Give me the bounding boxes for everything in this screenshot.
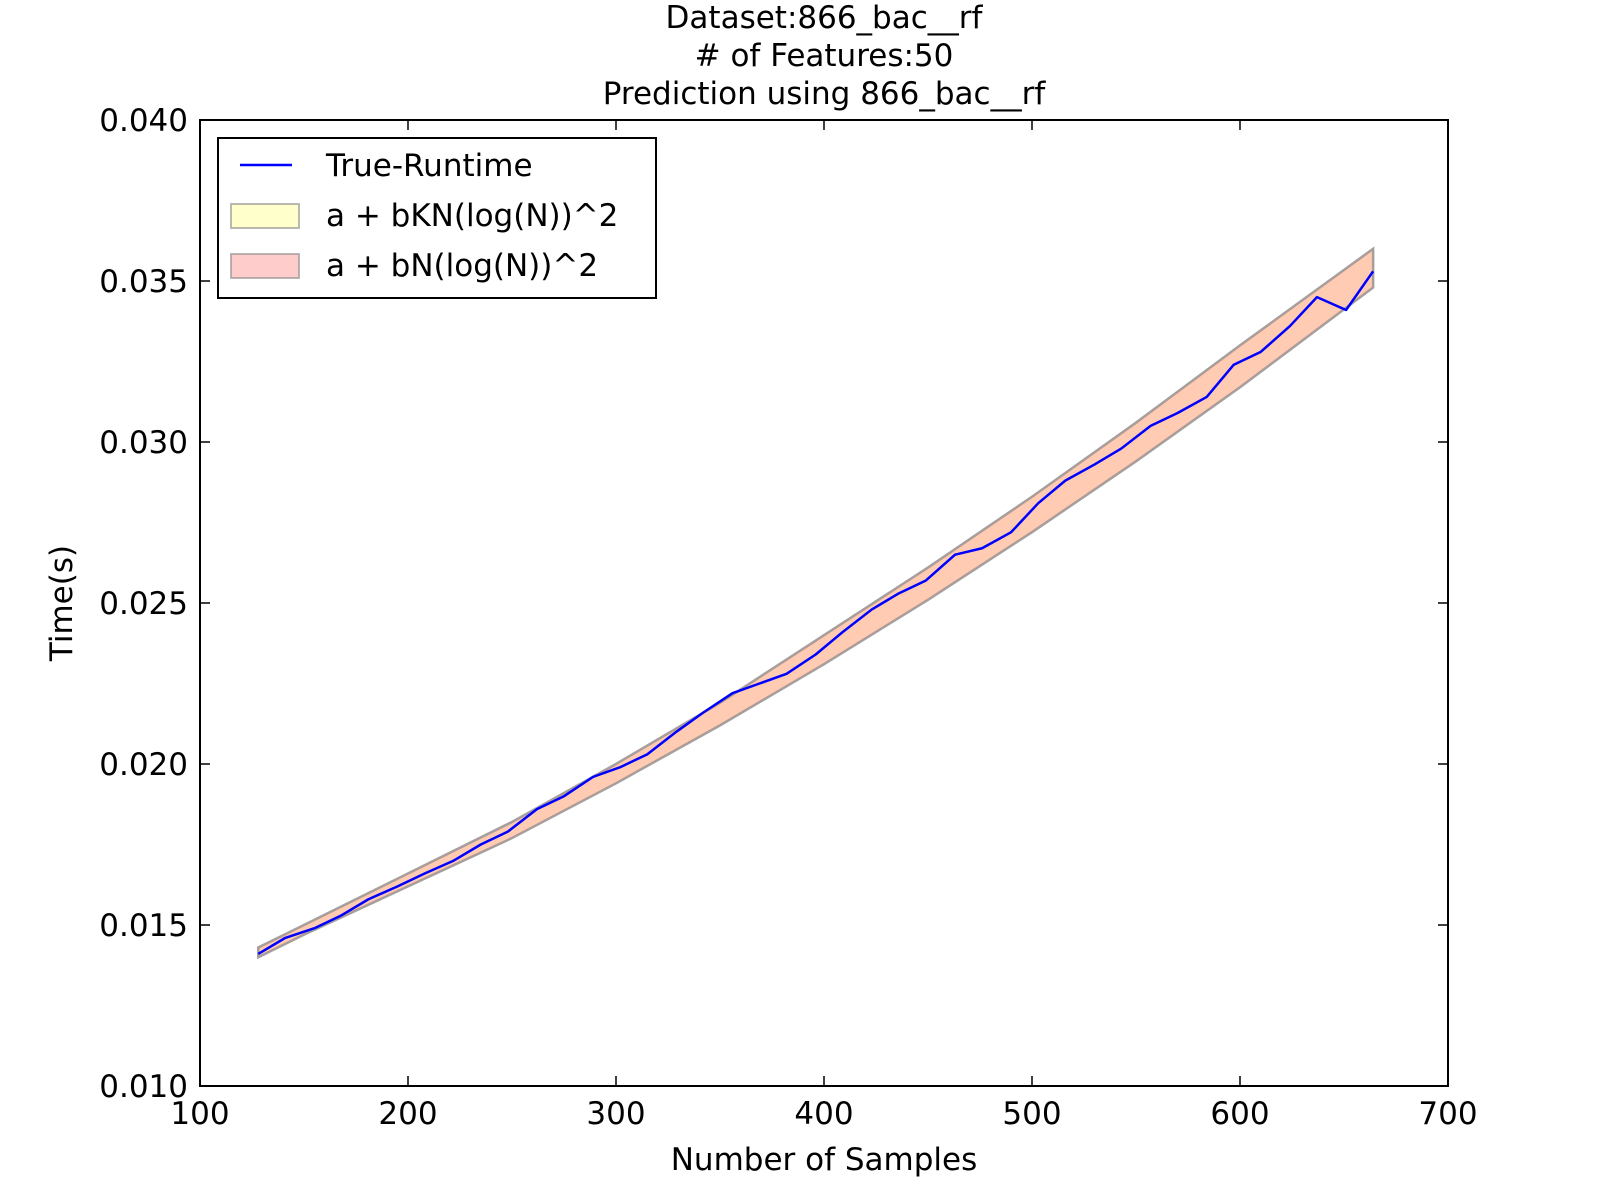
- y-tick-label: 0.025: [99, 586, 188, 622]
- x-tick-label: 500: [1002, 1096, 1061, 1132]
- y-tick-label: 0.030: [99, 425, 188, 461]
- y-tick-label: 0.010: [99, 1069, 188, 1105]
- legend-label: a + bN(log(N))^2: [326, 248, 598, 284]
- prediction-bands: [256, 246, 1375, 960]
- legend-label: a + bKN(log(N))^2: [326, 198, 618, 234]
- legend-label: True-Runtime: [325, 148, 533, 184]
- legend-swatch-band: [230, 203, 300, 229]
- x-axis-ticks: 100 200 300 400 500 600 700: [170, 120, 1478, 1132]
- y-axis-label: Time(s): [44, 545, 80, 662]
- chart-title: Dataset:866_bac__rf# of Features:50Predi…: [603, 0, 1047, 112]
- y-tick-label: 0.020: [99, 747, 188, 783]
- x-axis-label: Number of Samples: [671, 1142, 978, 1178]
- x-tick-label: 100: [170, 1096, 229, 1132]
- y-tick-label: 0.040: [99, 103, 188, 139]
- band-2: [256, 246, 1375, 960]
- legend-swatch-band: [230, 253, 300, 279]
- y-tick-label: 0.015: [99, 908, 188, 944]
- x-tick-label: 400: [794, 1096, 853, 1132]
- series-line-true-runtime: [257, 270, 1375, 956]
- chart-title-line: # of Features:50: [695, 38, 954, 74]
- legend: True-Runtime a + bKN(log(N))^2 a + bN(log(…: [217, 137, 657, 299]
- y-axis-ticks: 0.010 0.015 0.020 0.025 0.030 0.035 0.040: [99, 103, 1448, 1105]
- y-tick-label: 0.035: [99, 264, 188, 300]
- x-tick-label: 300: [586, 1096, 645, 1132]
- chart-title-line: Dataset:866_bac__rf: [666, 0, 984, 36]
- series-lines: [257, 270, 1375, 956]
- chart-title-line: Prediction using 866_bac__rf: [603, 76, 1047, 112]
- x-tick-label: 700: [1418, 1096, 1477, 1132]
- x-tick-label: 200: [378, 1096, 437, 1132]
- x-tick-label: 600: [1210, 1096, 1269, 1132]
